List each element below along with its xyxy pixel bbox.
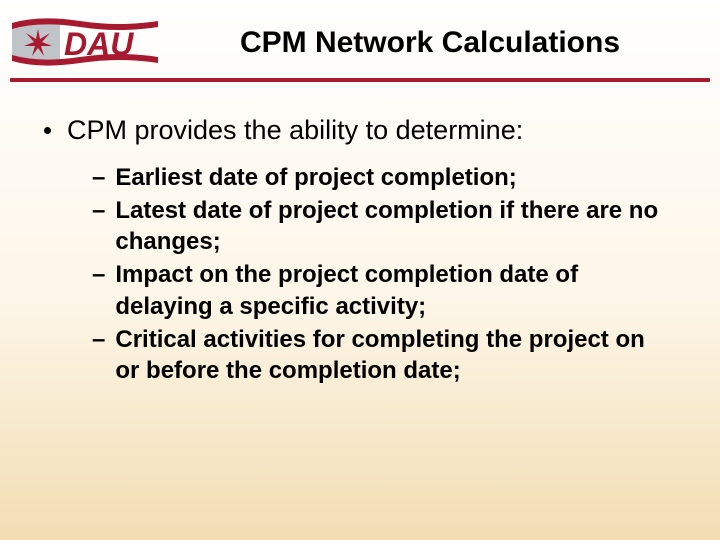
dau-logo: DAU bbox=[10, 17, 160, 69]
content-area: CPM provides the ability to determine: –… bbox=[0, 82, 720, 386]
dash-icon: – bbox=[92, 162, 105, 193]
intro-bullet: CPM provides the ability to determine: bbox=[44, 114, 676, 148]
dash-icon: – bbox=[92, 324, 105, 355]
slide-title: CPM Network Calculations bbox=[160, 26, 710, 60]
list-item: – Critical activities for completing the… bbox=[92, 324, 676, 386]
dash-icon: – bbox=[92, 195, 105, 226]
list-item: – Latest date of project completion if t… bbox=[92, 195, 676, 257]
list-item-text: Earliest date of project completion; bbox=[115, 162, 516, 193]
list-item-text: Latest date of project completion if the… bbox=[115, 195, 675, 257]
list-item-text: Critical activities for completing the p… bbox=[115, 324, 675, 386]
slide: DAU CPM Network Calculations CPM provide… bbox=[0, 0, 720, 540]
bullet-icon bbox=[44, 127, 51, 134]
list-item: – Impact on the project completion date … bbox=[92, 259, 676, 321]
logo-text: DAU bbox=[64, 26, 134, 62]
dash-icon: – bbox=[92, 259, 105, 290]
list-item: – Earliest date of project completion; bbox=[92, 162, 676, 193]
header: DAU CPM Network Calculations bbox=[0, 0, 720, 78]
sub-list: – Earliest date of project completion; –… bbox=[44, 162, 676, 386]
intro-text: CPM provides the ability to determine: bbox=[67, 114, 523, 148]
list-item-text: Impact on the project completion date of… bbox=[115, 259, 675, 321]
